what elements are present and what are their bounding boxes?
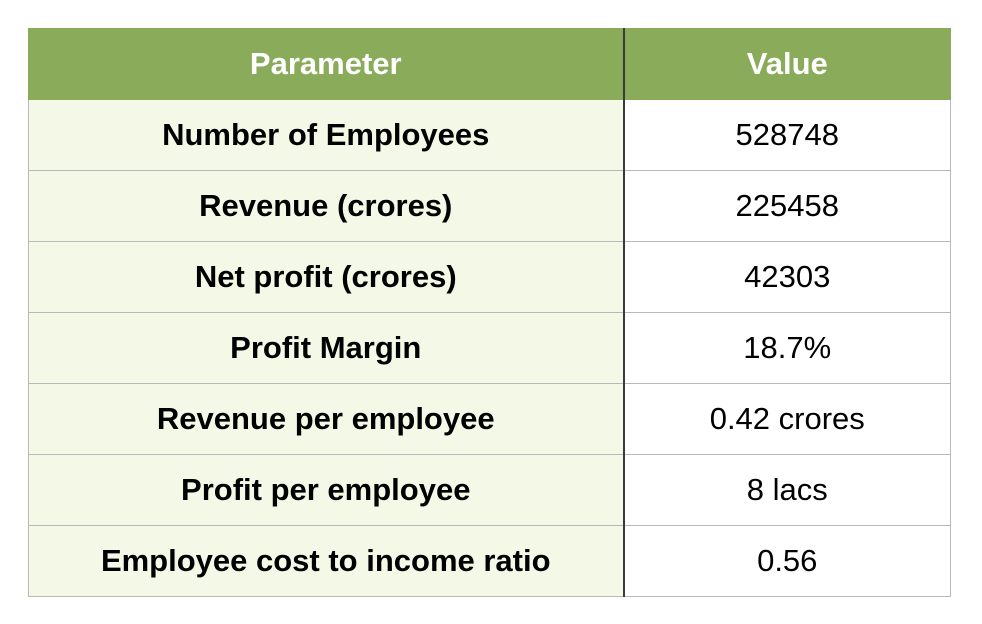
value-cell: 42303 <box>623 241 951 313</box>
value-cell: 0.42 crores <box>623 383 951 455</box>
parameter-cell: Employee cost to income ratio <box>28 525 625 597</box>
value-cell: 18.7% <box>623 312 951 384</box>
table-row: Number of Employees 528748 <box>28 99 951 171</box>
table-row: Employee cost to income ratio 0.56 <box>28 525 951 597</box>
value-cell: 0.56 <box>623 525 951 597</box>
header-row: Parameter Value <box>28 28 951 100</box>
table-header: Parameter Value <box>28 28 951 100</box>
column-header-parameter: Parameter <box>28 28 625 100</box>
parameter-cell: Revenue (crores) <box>28 170 625 242</box>
value-cell: 528748 <box>623 99 951 171</box>
table-row: Revenue (crores) 225458 <box>28 170 951 242</box>
value-cell: 225458 <box>623 170 951 242</box>
parameter-cell: Profit per employee <box>28 454 625 526</box>
metrics-table: Parameter Value Number of Employees 5287… <box>28 28 951 597</box>
metrics-table-container: Parameter Value Number of Employees 5287… <box>28 28 951 597</box>
parameter-cell: Profit Margin <box>28 312 625 384</box>
parameter-cell: Number of Employees <box>28 99 625 171</box>
table-row: Net profit (crores) 42303 <box>28 241 951 313</box>
table-row: Profit per employee 8 lacs <box>28 454 951 526</box>
table-row: Revenue per employee 0.42 crores <box>28 383 951 455</box>
table-body: Number of Employees 528748 Revenue (cror… <box>28 99 951 597</box>
table-row: Profit Margin 18.7% <box>28 312 951 384</box>
parameter-cell: Revenue per employee <box>28 383 625 455</box>
column-header-value: Value <box>623 28 951 100</box>
parameter-cell: Net profit (crores) <box>28 241 625 313</box>
value-cell: 8 lacs <box>623 454 951 526</box>
